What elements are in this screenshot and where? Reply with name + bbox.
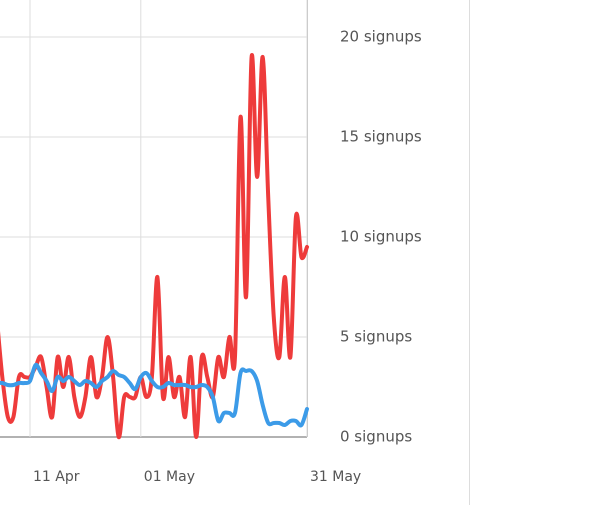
x-tick-label: 01 May <box>144 469 195 485</box>
series-line <box>0 53 309 440</box>
y-tick-label: 15 signups <box>340 128 422 146</box>
y-tick-label: 0 signups <box>340 428 412 446</box>
series-line <box>0 362 309 428</box>
y-tick-label: 20 signups <box>340 28 422 46</box>
y-tick-label: 10 signups <box>340 228 422 246</box>
x-tick-label: 11 Apr <box>33 469 80 485</box>
y-tick-label: 5 signups <box>340 328 412 346</box>
x-tick-label: 31 May <box>310 469 361 485</box>
